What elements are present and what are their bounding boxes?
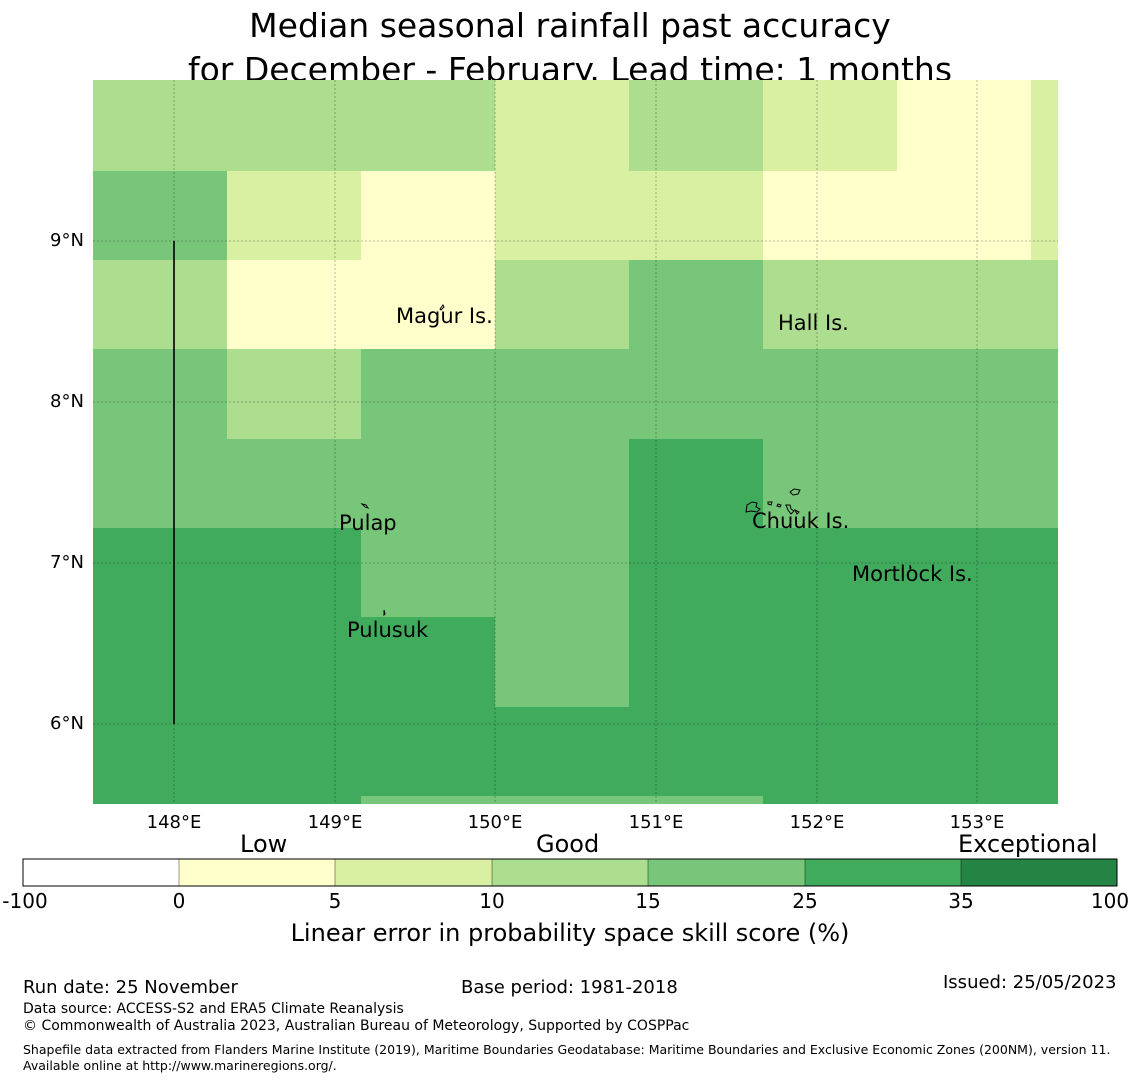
pulusuk-island-outline (383, 609, 386, 617)
grid-cell (361, 528, 629, 617)
grid-cell (629, 617, 1058, 707)
legend-category-exceptional: Exceptional (958, 830, 1098, 858)
mortlock-island-outline (909, 564, 912, 571)
colorbar-frame (22, 858, 1118, 887)
data-source: Data source: ACCESS-S2 and ERA5 Climate … (23, 1001, 404, 1017)
lon-label-149e: 149°E (307, 812, 363, 833)
island-outlines (360, 304, 912, 617)
grid-cell (495, 80, 629, 171)
colorbar-tick: -100 (2, 889, 48, 913)
grid-cell (93, 707, 1058, 796)
map-title: Median seasonal rainfall past accuracy f… (0, 4, 1140, 92)
grid-cell (763, 439, 1058, 528)
grid-cell (93, 528, 361, 617)
place-label-mortlock: Mortlock Is. (852, 562, 973, 586)
grid-cell (763, 80, 897, 171)
grid-cell (629, 260, 763, 349)
lat-label-7n: 7°N (50, 552, 84, 573)
grid-cell (629, 80, 763, 171)
colorbar-tick: 15 (635, 889, 661, 913)
grid-cell (361, 349, 1058, 439)
copyright-notice: © Commonwealth of Australia 2023, Austra… (23, 1018, 690, 1034)
grid-cell (763, 260, 1058, 349)
grid-cell (361, 171, 495, 260)
grid-cell (629, 528, 1058, 617)
grid-cell (495, 171, 763, 260)
grid-cell (93, 80, 495, 171)
grid-cell (93, 796, 361, 804)
colorbar-segment (961, 859, 1117, 886)
colorbar-segment (492, 859, 648, 886)
place-label-chuuk: Chuuk Is. (752, 509, 850, 533)
grid-cell (227, 171, 361, 260)
colorbar-segment (805, 859, 961, 886)
place-label-pulap: Pulap (339, 511, 397, 535)
grid-cell (1031, 171, 1058, 260)
grid-cell (93, 349, 227, 439)
grid-cell (1031, 80, 1058, 171)
grid-cell (495, 617, 629, 707)
magur-island-outline (439, 304, 445, 311)
base-period: Base period: 1981-2018 (461, 977, 678, 998)
grid-cell (361, 796, 763, 804)
grid-cell (93, 439, 629, 528)
lat-label-8n: 8°N (50, 391, 84, 412)
lon-label-152e: 152°E (789, 812, 845, 833)
colorbar-segment (648, 859, 805, 886)
colorbar-tick: 0 (172, 889, 186, 913)
colorbar-tick: 5 (328, 889, 342, 913)
legend-category-low: Low (240, 830, 288, 858)
grid-cell (93, 617, 495, 707)
pulap-island-outline (360, 503, 370, 509)
lon-label-150e: 150°E (467, 812, 523, 833)
colorbar-segment (23, 859, 179, 886)
run-date: Run date: 25 November (23, 977, 238, 998)
lon-label-151e: 151°E (628, 812, 684, 833)
grid-cell (93, 171, 227, 260)
issued-date: Issued: 25/05/2023 (943, 972, 1117, 993)
colorbar-title: Linear error in probability space skill … (290, 919, 850, 947)
grid-cell (897, 80, 1031, 171)
skill-grid-cells (93, 80, 1058, 804)
grid-cell (495, 260, 629, 349)
lon-label-148e: 148°E (146, 812, 202, 833)
colorbar-tick: 100 (1090, 889, 1130, 913)
map-title-line-1: Median seasonal rainfall past accuracy (249, 6, 891, 45)
grid-cell (629, 439, 763, 528)
shapefile-credit: Shapefile data extracted from Flanders M… (23, 1042, 1111, 1073)
place-label-magur: Magur Is. (396, 304, 493, 328)
grid-cell (227, 349, 361, 439)
grid-cell (763, 171, 1031, 260)
lat-label-6n: 6°N (50, 713, 84, 734)
graticule (93, 80, 1058, 804)
colorbar-tick: 35 (948, 889, 974, 913)
colorbar (22, 858, 1118, 887)
place-label-hall: Hall Is. (778, 311, 849, 335)
chuuk-reef-outline (745, 488, 801, 515)
lon-label-153e: 153°E (949, 812, 1005, 833)
grid-cell (93, 260, 227, 349)
grid-cell (227, 260, 495, 349)
grid-cell (763, 796, 1058, 804)
place-label-pulusuk: Pulusuk (347, 618, 429, 642)
lat-label-9n: 9°N (50, 230, 84, 251)
colorbar-segment (179, 859, 335, 886)
legend-category-good: Good (536, 830, 600, 858)
colorbar-tick: 25 (792, 889, 818, 913)
colorbar-segment (335, 859, 492, 886)
colorbar-tick: 10 (479, 889, 505, 913)
